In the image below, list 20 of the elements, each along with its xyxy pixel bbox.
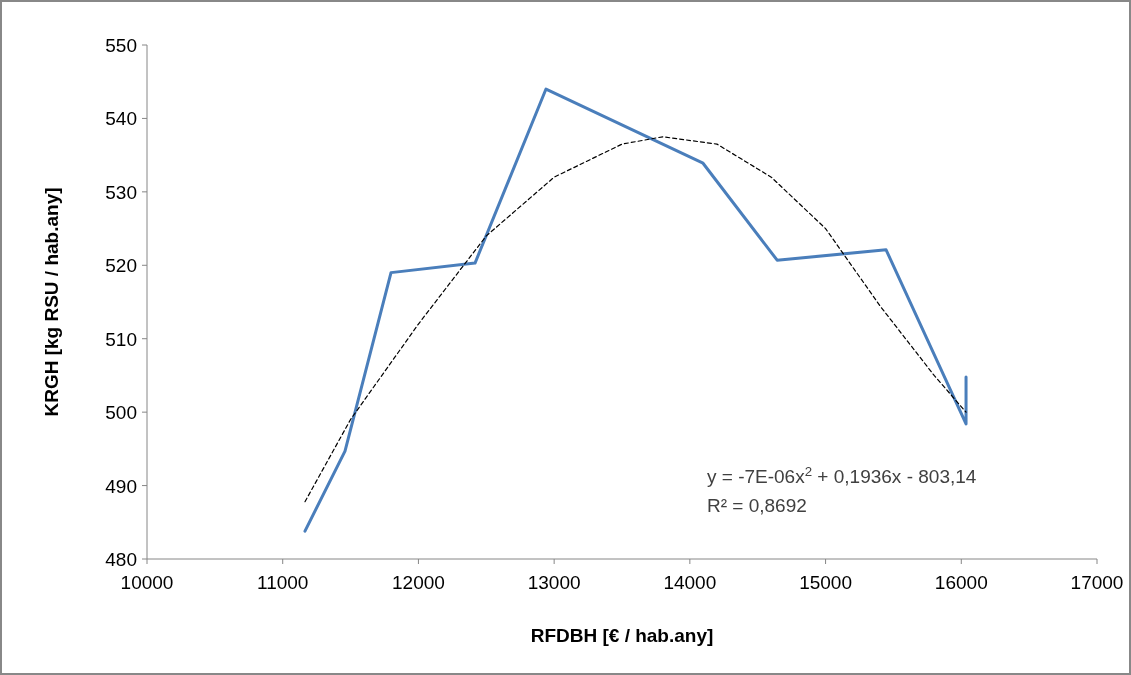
x-axis-title: RFDBH [€ / hab.any] xyxy=(530,625,714,646)
y-tick-label: 480 xyxy=(105,549,137,570)
y-tick-label: 510 xyxy=(105,328,137,350)
annotation: R² = 0,8692 xyxy=(707,495,807,516)
y-axis-title: KRGH [kg RSU / hab.any] xyxy=(41,187,62,417)
x-tick-label: 13000 xyxy=(527,572,581,593)
x-tick-label: 10000 xyxy=(120,572,174,593)
x-tick-label: 15000 xyxy=(799,572,852,593)
y-tick-label: 550 xyxy=(105,35,137,56)
y-tick-label: 490 xyxy=(105,475,137,497)
x-tick-label: 17000 xyxy=(1070,572,1124,593)
annotation: y = -7E-06x$^{2}$ + 0,1936x - 803,14 xyxy=(707,463,977,487)
x-tick-label: 11000 xyxy=(257,572,309,593)
x-tick-label: 16000 xyxy=(934,572,988,593)
y-tick-label: 500 xyxy=(105,402,137,424)
x-tick-label: 14000 xyxy=(663,572,717,593)
y-tick-label: 540 xyxy=(105,108,137,130)
y-tick-label: 530 xyxy=(105,181,137,203)
y-tick-label: 520 xyxy=(105,255,137,277)
x-tick-label: 12000 xyxy=(392,572,445,593)
